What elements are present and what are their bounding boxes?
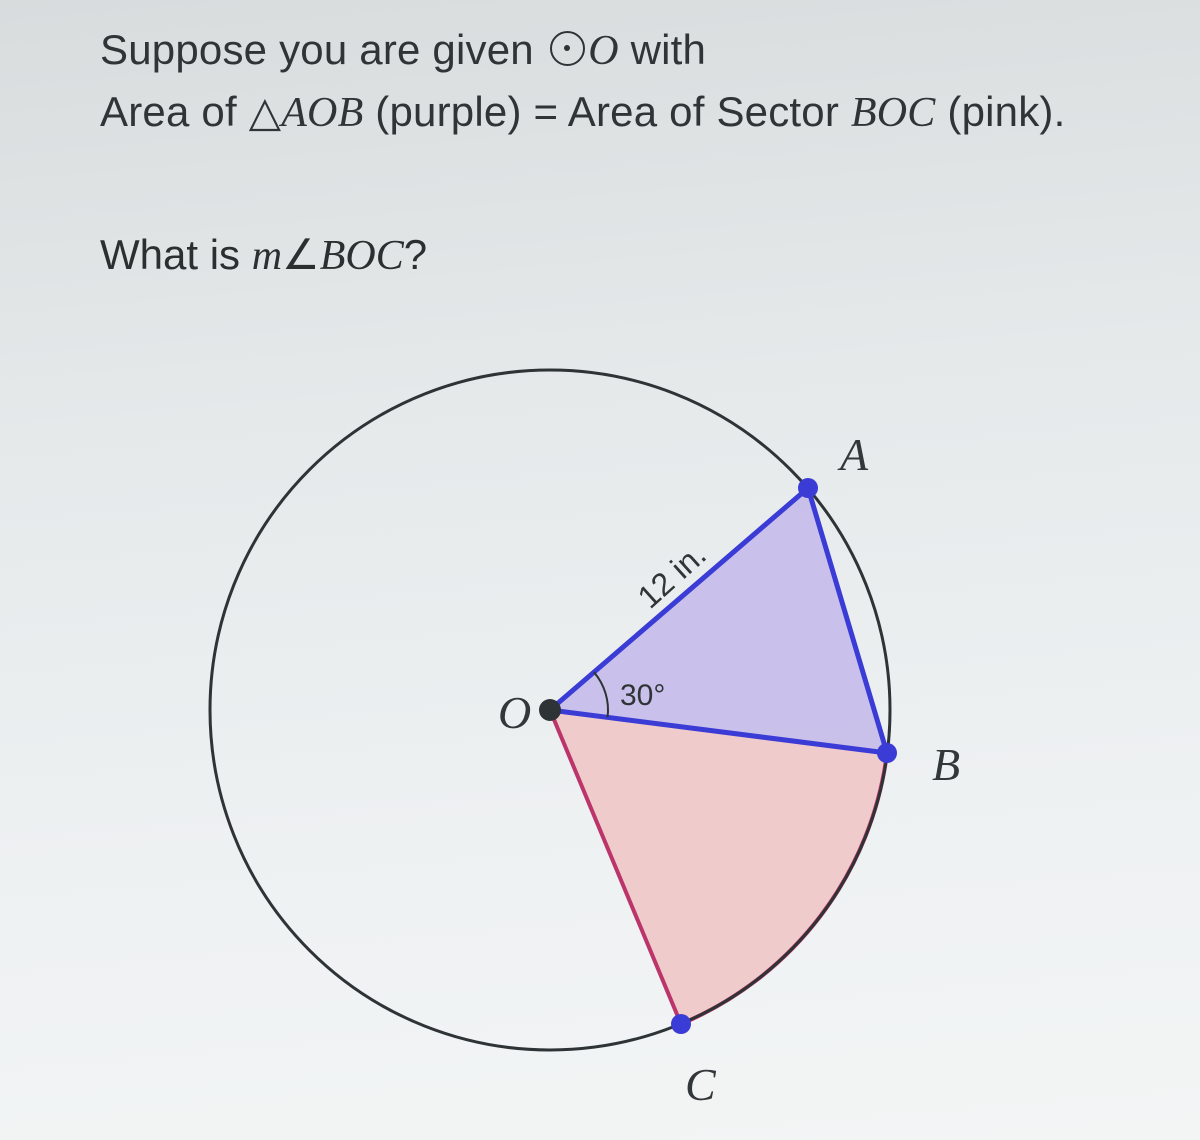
circle-name: O	[588, 28, 619, 74]
point-c-marker	[671, 1014, 691, 1034]
label-b: B	[932, 739, 960, 790]
line1-prefix: Suppose you are given	[100, 26, 546, 73]
label-a: A	[837, 429, 869, 480]
purple-label: (purple)	[363, 88, 533, 135]
problem-statement: Suppose you are given O with Area of △AO…	[100, 20, 1066, 144]
triangle-symbol: △	[249, 88, 282, 135]
question-suffix: ?	[404, 231, 427, 278]
point-o-marker	[539, 699, 561, 721]
geometry-diagram: ABCO30°12 in.	[130, 310, 1130, 1135]
line2-prefix: Area of	[100, 88, 249, 135]
circle-symbol-icon	[550, 31, 586, 67]
sector-name: BOC	[851, 90, 936, 136]
line1-suffix: with	[619, 26, 706, 73]
point-a-marker	[798, 478, 818, 498]
angle-value-label: 30°	[620, 679, 665, 712]
label-o: O	[498, 687, 531, 738]
equals-sign: =	[534, 88, 568, 135]
question-m: m	[252, 233, 282, 279]
question-prefix: What is	[100, 231, 252, 278]
triangle-name: AOB	[281, 90, 363, 136]
sector-boc	[550, 710, 887, 1024]
label-c: C	[685, 1059, 717, 1110]
diagram-svg: ABCO30°12 in.	[130, 310, 1130, 1130]
angle-symbol: ∠	[282, 231, 320, 278]
point-b-marker	[877, 743, 897, 763]
sector-text: Area of Sector	[568, 88, 851, 135]
angle-name: BOC	[320, 233, 404, 279]
pink-label: (pink).	[936, 88, 1066, 135]
question-text: What is m∠BOC?	[100, 230, 427, 280]
